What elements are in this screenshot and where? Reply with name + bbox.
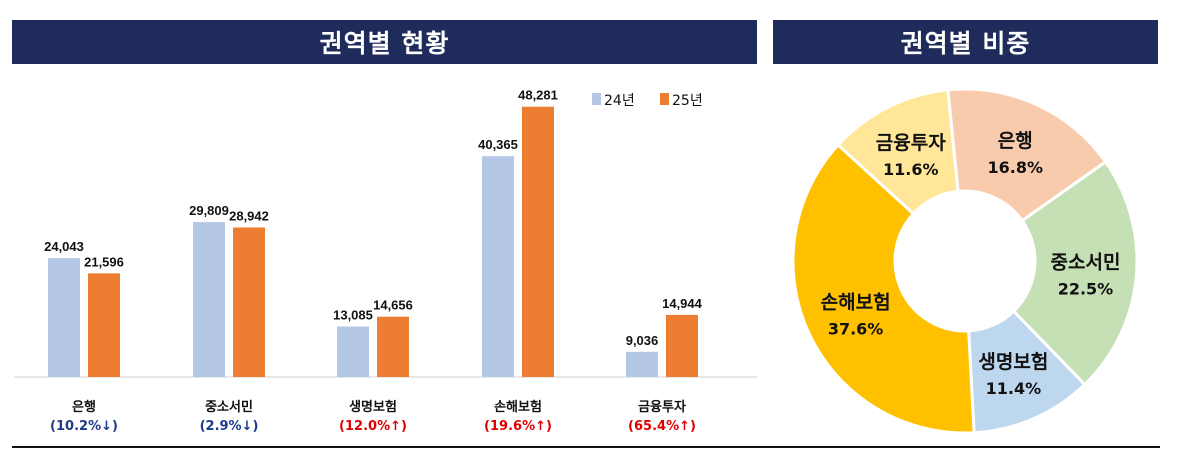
change-label: (19.6%↑) xyxy=(484,419,552,434)
category-label: 은행 xyxy=(72,399,96,415)
slice-0 xyxy=(946,87,1108,223)
bar-24-3 xyxy=(482,156,514,377)
bottom-divider xyxy=(12,446,1160,448)
bar-25-0 xyxy=(88,273,120,377)
bar-24-4 xyxy=(626,351,658,377)
bar-chart-title: 권역별 현황 xyxy=(12,20,757,64)
bar-25-3 xyxy=(522,106,554,378)
slice-value: 22.5% xyxy=(1058,279,1114,298)
data-label: 14,656 xyxy=(373,298,413,313)
data-label: 14,944 xyxy=(662,296,703,311)
legend-swatch xyxy=(660,93,669,105)
data-label: 40,365 xyxy=(478,137,518,152)
change-label: (12.0%↑) xyxy=(339,419,407,434)
slice-1 xyxy=(1011,159,1139,387)
legend-swatch xyxy=(592,93,601,105)
slice-label: 금융투자 xyxy=(876,132,946,154)
change-label: (10.2%↓) xyxy=(50,419,118,434)
data-label: 29,809 xyxy=(189,203,229,218)
slice-4 xyxy=(836,88,960,216)
change-label: (65.4%↑) xyxy=(628,419,696,434)
slice-3 xyxy=(791,142,976,435)
bar-25-4 xyxy=(666,314,698,377)
slice-label: 손해보험 xyxy=(821,292,891,314)
slice-value: 11.4% xyxy=(986,379,1042,398)
category-label: 생명보험 xyxy=(349,399,397,415)
data-label: 21,596 xyxy=(84,254,124,269)
category-label: 손해보험 xyxy=(494,399,542,415)
change-label: (2.9%↓) xyxy=(200,419,259,434)
slice-value: 11.6% xyxy=(883,160,939,179)
slice-label: 은행 xyxy=(998,130,1033,152)
bar-25-1 xyxy=(233,227,265,377)
pie-chart-title: 권역별 비중 xyxy=(773,20,1158,64)
category-label: 중소서민 xyxy=(205,399,253,415)
data-label: 48,281 xyxy=(518,88,558,103)
legend-label: 24년 xyxy=(604,93,635,109)
data-label: 13,085 xyxy=(333,308,373,323)
data-label: 9,036 xyxy=(626,333,659,348)
category-label: 금융투자 xyxy=(638,399,686,415)
slice-value: 37.6% xyxy=(828,320,884,339)
data-label: 24,043 xyxy=(44,239,84,254)
bar-24-2 xyxy=(337,326,369,377)
slice-label: 중소서민 xyxy=(1051,251,1121,273)
bar-25-2 xyxy=(377,316,409,377)
slice-value: 16.8% xyxy=(987,158,1043,177)
legend-label: 25년 xyxy=(672,93,703,109)
bar-24-0 xyxy=(48,258,80,377)
bar-24-1 xyxy=(193,222,225,377)
data-label: 28,942 xyxy=(229,208,269,223)
slice-label: 생명보험 xyxy=(978,351,1048,373)
